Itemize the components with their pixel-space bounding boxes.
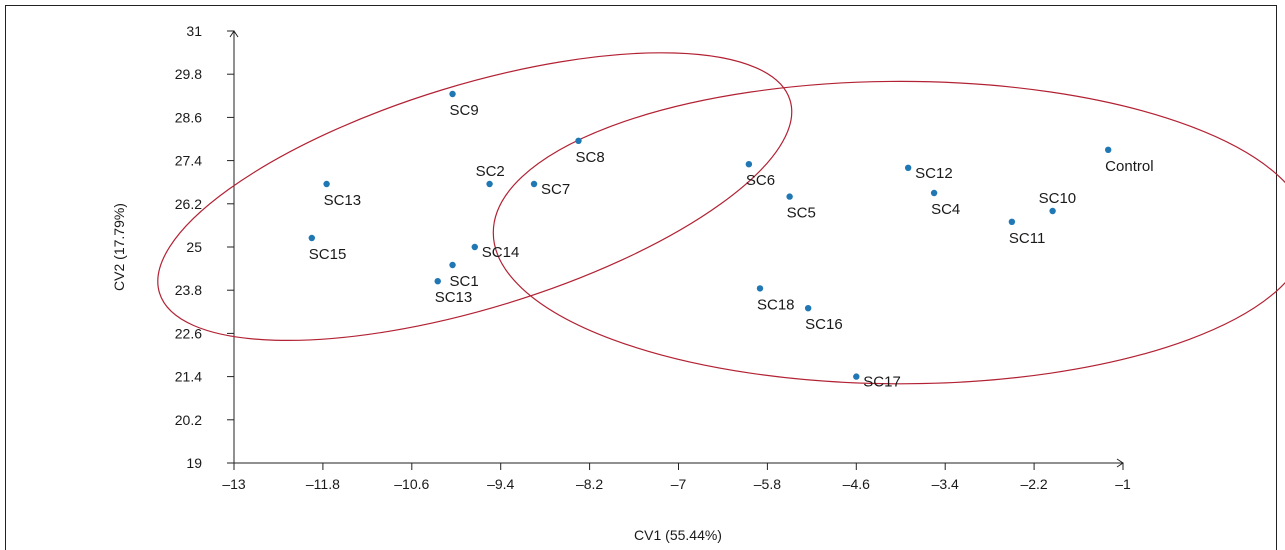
point-label: SC17 bbox=[863, 374, 901, 391]
y-tick-label: 22.6 bbox=[175, 325, 202, 341]
y-tick-label: 21.4 bbox=[175, 369, 202, 385]
point-label: SC18 bbox=[757, 296, 795, 313]
data-point bbox=[449, 261, 456, 269]
y-tick-label: 28.6 bbox=[175, 109, 202, 125]
data-point bbox=[530, 180, 538, 188]
x-tick-label: –13 bbox=[222, 476, 246, 492]
data-point bbox=[486, 180, 493, 188]
point-label: SC12 bbox=[915, 165, 953, 182]
x-tick-label: –2.2 bbox=[1020, 476, 1047, 492]
point-label: SC13 bbox=[324, 192, 362, 209]
x-tick-label: –4.6 bbox=[843, 476, 870, 492]
data-point bbox=[1049, 207, 1056, 215]
data-point bbox=[575, 137, 582, 144]
x-axis-title: CV1 (55.44%) bbox=[634, 527, 722, 543]
data-point bbox=[1104, 146, 1112, 153]
point-label: SC14 bbox=[482, 244, 520, 261]
data-point bbox=[308, 234, 315, 242]
y-tick-label: 29.8 bbox=[175, 66, 202, 82]
axes bbox=[229, 30, 1124, 468]
x-tick-label: –11.8 bbox=[306, 476, 340, 492]
y-tick-label: 25 bbox=[186, 239, 202, 255]
x-tick-label: –1 bbox=[1115, 476, 1131, 492]
y-tick-label: 31 bbox=[186, 23, 202, 39]
point-label: Control bbox=[1105, 158, 1153, 175]
data-point bbox=[804, 305, 812, 312]
y-tick-label: 19 bbox=[186, 455, 202, 471]
data-point bbox=[853, 373, 860, 380]
data-point bbox=[786, 193, 793, 200]
x-tick-label: –8.2 bbox=[576, 476, 603, 492]
point-label: SC6 bbox=[746, 172, 775, 189]
point-label: SC4 bbox=[931, 201, 960, 218]
x-tick-label: –3.4 bbox=[932, 476, 959, 492]
data-point bbox=[756, 285, 764, 292]
y-tick-label: 27.4 bbox=[175, 153, 202, 169]
chart-frame bbox=[5, 5, 1277, 550]
y-tick-label: 23.8 bbox=[175, 282, 202, 298]
data-point bbox=[323, 180, 330, 188]
point-label: SC16 bbox=[805, 316, 843, 333]
cluster-ellipse bbox=[157, 52, 793, 342]
data-point bbox=[904, 164, 912, 171]
data-point bbox=[745, 161, 753, 168]
point-label: SC8 bbox=[575, 149, 604, 166]
data-point bbox=[471, 243, 478, 251]
point-label: SC13 bbox=[435, 289, 473, 306]
y-axis-title: CV2 (17.79%) bbox=[111, 203, 127, 291]
x-tick-label: –10.6 bbox=[394, 476, 429, 492]
point-label: SC15 bbox=[309, 246, 347, 263]
point-label: SC2 bbox=[476, 163, 505, 180]
point-label: SC10 bbox=[1039, 190, 1077, 207]
x-tick-label: –7 bbox=[671, 476, 687, 492]
y-tick-label: 26.2 bbox=[175, 196, 202, 212]
x-tick-label: –5.8 bbox=[754, 476, 781, 492]
point-label: SC5 bbox=[787, 205, 816, 222]
cluster-ellipses bbox=[157, 52, 1285, 385]
point-label: SC11 bbox=[1009, 230, 1045, 247]
point-label: SC1 bbox=[450, 273, 479, 290]
data-point bbox=[449, 90, 456, 98]
data-point bbox=[434, 278, 441, 285]
y-tick-label: 20.2 bbox=[175, 412, 202, 428]
x-tick-label: –9.4 bbox=[487, 476, 514, 492]
point-label: SC9 bbox=[450, 102, 479, 119]
cluster-ellipse bbox=[492, 80, 1285, 385]
point-label: SC7 bbox=[541, 181, 570, 198]
data-point bbox=[1008, 218, 1016, 225]
y-ticks: 19 20.2 21.4 22.6 23.8 25 26.2 27.4 28.6 29.8 31 bbox=[175, 23, 234, 471]
x-ticks: –13 –11.8 –10.6 –9.4 –8.2 –7 –5.8 –4.6 –3.4 –2.2 –… bbox=[222, 463, 1131, 492]
data-point bbox=[930, 189, 938, 197]
